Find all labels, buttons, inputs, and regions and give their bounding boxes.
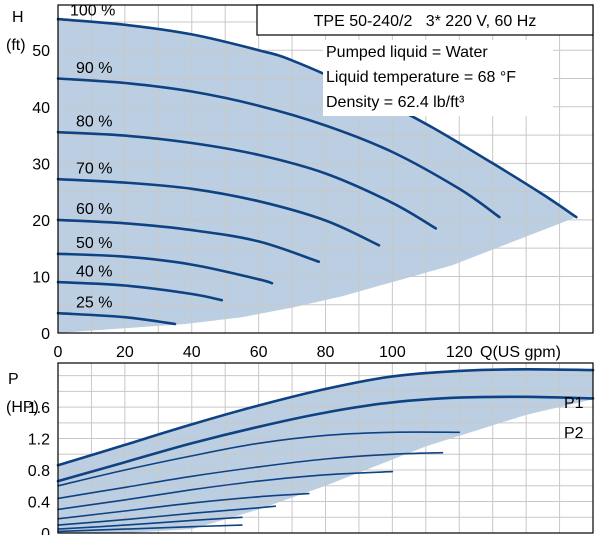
chart-title: TPE 50-240/2 3* 220 V, 60 Hz xyxy=(314,13,537,30)
head-operating-region xyxy=(58,19,577,333)
flow-x-tick-labels: 0 20 40 60 80 100 120 xyxy=(54,344,473,361)
y-tick-label: 1.6 xyxy=(28,400,50,417)
head-curves xyxy=(56,17,578,326)
info-line-liquid: Pumped liquid = Water xyxy=(326,44,488,61)
speed-label: 70 % xyxy=(76,161,112,178)
head-curve-3 xyxy=(56,177,381,247)
head-curve-panel: TPE 50-240/2 3* 220 V, 60 Hz Pumped liqu… xyxy=(6,3,594,361)
power-curve-2 xyxy=(57,431,461,487)
power-curve-7 xyxy=(57,516,243,530)
y-tick-label: 40 xyxy=(32,100,50,117)
power-curve-8 xyxy=(57,524,243,533)
y-tick-label: 1.2 xyxy=(28,432,50,449)
y-axis-label-power-unit: (HP) xyxy=(6,399,39,416)
head-curve-1 xyxy=(56,77,501,219)
x-tick-label: 20 xyxy=(116,344,134,361)
title-box xyxy=(256,4,594,36)
power-curve-6 xyxy=(57,505,277,526)
power-plot-frame xyxy=(57,362,594,534)
head-region-fill xyxy=(58,19,577,333)
y-tick-label: 0.8 xyxy=(28,463,50,480)
y-tick-label: 10 xyxy=(32,269,50,286)
head-curve-0 xyxy=(56,17,578,219)
speed-label: 25 % xyxy=(76,295,112,312)
speed-label: 40 % xyxy=(76,263,112,280)
x-tick-label: 40 xyxy=(183,344,201,361)
y-axis-label-head-unit: (ft) xyxy=(6,37,26,54)
head-y-tick-labels: 0 10 20 30 40 50 xyxy=(32,43,50,343)
y-tick-label: 0.4 xyxy=(28,495,50,512)
power-curve-panel: P (HP) 0 0.4 0.8 1.2 1.6 P1 P2 xyxy=(6,362,595,535)
speed-curve-labels: 100 % 90 % 80 % 70 % 60 % 50 % 40 % 25 % xyxy=(70,3,115,312)
power-curve-3 xyxy=(57,451,444,500)
info-line-temperature: Liquid temperature = 68 °F xyxy=(326,69,516,86)
power-curve-4 xyxy=(57,470,394,511)
speed-label: 50 % xyxy=(76,235,112,252)
speed-label: 80 % xyxy=(76,114,112,131)
power-curves xyxy=(56,367,595,533)
head-curve-7 xyxy=(56,311,177,326)
x-tick-label: 0 xyxy=(54,344,63,361)
y-tick-label: 30 xyxy=(32,156,50,173)
y-axis-label-power-symbol: P xyxy=(8,371,19,388)
x-axis-label-flow: Q(US gpm) xyxy=(480,344,561,361)
y-tick-label: 0 xyxy=(41,326,50,343)
power-grid xyxy=(58,363,593,533)
y-tick-label: 20 xyxy=(32,213,50,230)
head-curve-4 xyxy=(56,218,321,263)
y-tick-label: 0 xyxy=(41,526,50,535)
head-curve-2 xyxy=(56,130,438,230)
x-tick-label: 100 xyxy=(379,344,406,361)
x-tick-label: 60 xyxy=(250,344,268,361)
head-curve-5 xyxy=(56,252,274,285)
speed-label: 90 % xyxy=(76,60,112,77)
speed-label: 100 % xyxy=(70,3,115,20)
y-axis-label-head-symbol: H xyxy=(12,9,24,26)
x-tick-label: 120 xyxy=(446,344,473,361)
y-tick-label: 50 xyxy=(32,43,50,60)
x-tick-label: 80 xyxy=(317,344,335,361)
series-label-p1: P1 xyxy=(564,395,584,412)
power-curve-1 xyxy=(56,395,595,483)
info-box xyxy=(323,40,553,116)
power-curve-0 xyxy=(56,367,595,467)
power-y-tick-labels: 0 0.4 0.8 1.2 1.6 xyxy=(28,400,50,535)
head-curve-6 xyxy=(56,280,224,302)
series-label-p2: P2 xyxy=(564,425,584,442)
speed-label: 60 % xyxy=(76,201,112,218)
power-curve-5 xyxy=(57,492,310,520)
info-line-density: Density = 62.4 lb/ft³ xyxy=(326,94,465,111)
